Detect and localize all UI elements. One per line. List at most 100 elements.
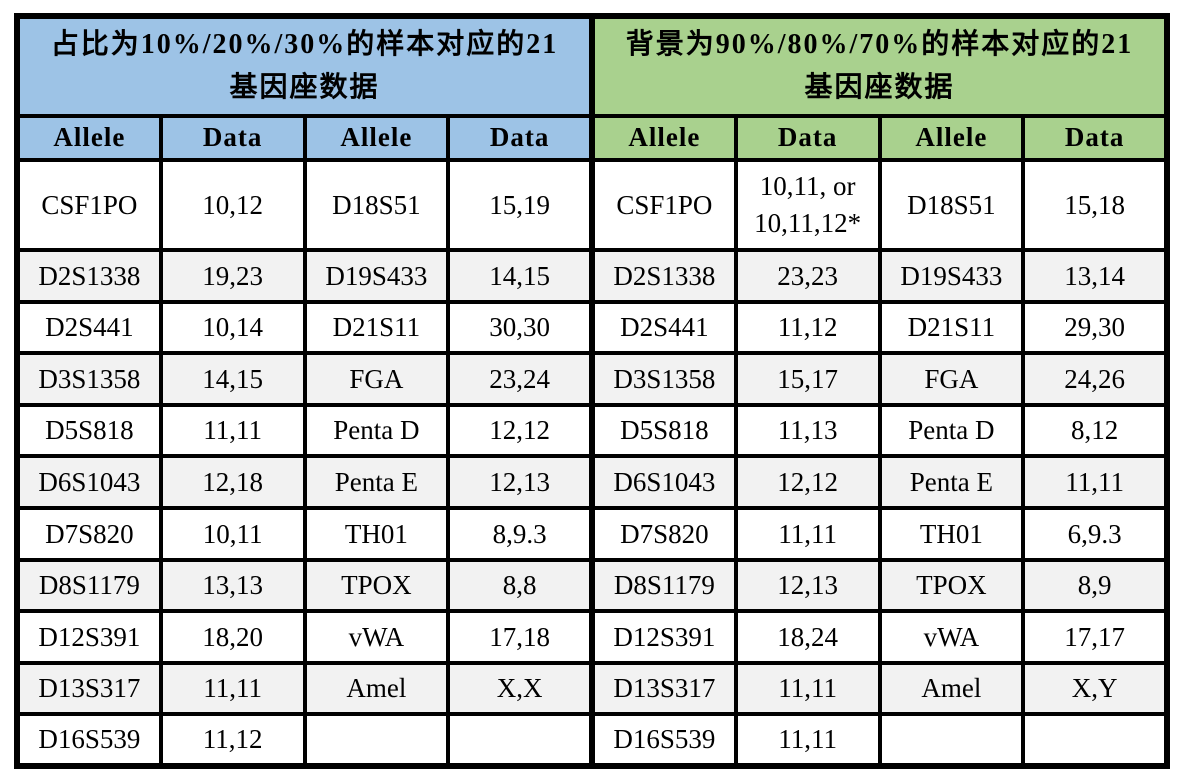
allele-cell: D2S441: [589, 299, 738, 356]
allele-cell: Penta E: [877, 454, 1026, 510]
data-cell: 12,13: [733, 557, 882, 614]
allele-cell: TH01: [302, 505, 451, 562]
table-row: D8S1179 13,13 TPOX 8,8 D8S1179 12,13 TPOX 8,9: [15, 557, 1169, 614]
data-cell: 11,11: [158, 402, 307, 459]
data-cell: 11,11: [733, 660, 882, 717]
data-cell: 11,11: [733, 505, 882, 562]
allele-cell: D13S317: [15, 660, 163, 717]
column-header-allele: Allele: [589, 113, 738, 162]
data-cell: 14,15: [158, 351, 307, 407]
data-cell: 17,17: [1021, 609, 1169, 665]
data-cell: 24,26: [1021, 351, 1169, 407]
data-cell: 15,19: [446, 157, 594, 253]
data-cell: X,X: [446, 660, 594, 717]
table-row: D13S317 11,11 Amel X,X D13S317 11,11 Amel X,Y: [15, 660, 1169, 717]
data-cell: 19,23: [158, 248, 307, 304]
allele-cell: TPOX: [877, 557, 1026, 614]
allele-cell: D8S1179: [15, 557, 163, 614]
data-cell: 12,13: [446, 454, 594, 510]
data-cell: 10,14: [158, 299, 307, 356]
allele-cell: D19S433: [302, 248, 451, 304]
data-cell: [446, 712, 594, 768]
allele-cell: D21S11: [877, 299, 1026, 356]
table-row: D2S441 10,14 D21S11 30,30 D2S441 11,12 D21S11 2…: [15, 299, 1169, 356]
data-cell: 15,17: [733, 351, 882, 407]
table-row: D12S391 18,20 vWA 17,18 D12S391 18,24 vWA 17,17: [15, 609, 1169, 665]
allele-cell: D19S433: [877, 248, 1026, 304]
table-row: D2S1338 19,23 D19S433 14,15 D2S1338 23,23 D19S…: [15, 248, 1169, 304]
allele-cell: D2S441: [15, 299, 163, 356]
data-cell: 15,18: [1021, 157, 1169, 253]
table-row: D6S1043 12,18 Penta E 12,13 D6S1043 12,12 Pent…: [15, 454, 1169, 510]
table-row: D7S820 10,11 TH01 8,9.3 D7S820 11,11 TH01 6,9.3: [15, 505, 1169, 562]
data-cell: 11,13: [733, 402, 882, 459]
data-cell: 12,12: [446, 402, 594, 459]
data-cell: X,Y: [1021, 660, 1169, 717]
data-cell: 8,9: [1021, 557, 1169, 614]
data-cell: 10,12: [158, 157, 307, 253]
data-cell: 18,20: [158, 609, 307, 665]
table-header: 占比为10%/20%/30%的样本对应的21基因座数据 背景为90%/80%/7…: [15, 14, 1169, 162]
allele-cell: CSF1PO: [15, 157, 163, 253]
data-cell: 12,12: [733, 454, 882, 510]
table-row: D3S1358 14,15 FGA 23,24 D3S1358 15,17 FGA 24,26: [15, 351, 1169, 407]
column-header-data: Data: [446, 113, 594, 162]
table-row: D16S539 11,12 D16S539 11,11: [15, 712, 1169, 768]
data-cell: 13,14: [1021, 248, 1169, 304]
allele-cell: TH01: [877, 505, 1026, 562]
allele-cell: vWA: [302, 609, 451, 665]
data-cell: 8,8: [446, 557, 594, 614]
data-cell: 30,30: [446, 299, 594, 356]
allele-cell: D18S51: [877, 157, 1026, 253]
allele-cell: D2S1338: [15, 248, 163, 304]
allele-cell: D2S1338: [589, 248, 738, 304]
column-header-data: Data: [158, 113, 307, 162]
allele-cell: FGA: [302, 351, 451, 407]
allele-cell: D12S391: [589, 609, 738, 665]
data-cell: 10,11: [158, 505, 307, 562]
data-cell: 11,11: [733, 712, 882, 768]
allele-cell: D18S51: [302, 157, 451, 253]
data-cell: 6,9.3: [1021, 505, 1169, 562]
allele-cell: D21S11: [302, 299, 451, 356]
allele-cell: D3S1358: [15, 351, 163, 407]
allele-cell: D6S1043: [589, 454, 738, 510]
allele-cell: [302, 712, 451, 768]
left-table-title: 占比为10%/20%/30%的样本对应的21基因座数据: [15, 14, 594, 118]
data-cell: 8,12: [1021, 402, 1169, 459]
data-cell: [1021, 712, 1169, 768]
data-cell: 13,13: [158, 557, 307, 614]
data-cell: 18,24: [733, 609, 882, 665]
data-cell: 11,12: [158, 712, 307, 768]
data-cell: 10,11, or 10,11,12*: [733, 157, 882, 253]
allele-cell: FGA: [877, 351, 1026, 407]
allele-cell: D12S391: [15, 609, 163, 665]
data-cell: 29,30: [1021, 299, 1169, 356]
column-header-data: Data: [1021, 113, 1169, 162]
table-body: CSF1PO 10,12 D18S51 15,19 CSF1PO 10,11, or 10…: [15, 157, 1169, 768]
data-cell: 11,11: [1021, 454, 1169, 510]
data-cell: 23,24: [446, 351, 594, 407]
allele-cell: Amel: [302, 660, 451, 717]
allele-cell: D7S820: [589, 505, 738, 562]
data-cell: 12,18: [158, 454, 307, 510]
allele-cell: Penta D: [302, 402, 451, 459]
allele-cell: D6S1043: [15, 454, 163, 510]
allele-cell: Penta D: [877, 402, 1026, 459]
data-cell: 14,15: [446, 248, 594, 304]
allele-cell: D8S1179: [589, 557, 738, 614]
allele-cell: TPOX: [302, 557, 451, 614]
column-header-allele: Allele: [15, 113, 163, 162]
table-row: D5S818 11,11 Penta D 12,12 D5S818 11,13 Penta …: [15, 402, 1169, 459]
right-table-title: 背景为90%/80%/70%的样本对应的21基因座数据: [589, 14, 1169, 118]
data-cell: 8,9.3: [446, 505, 594, 562]
data-cell: 11,12: [733, 299, 882, 356]
allele-cell: CSF1PO: [589, 157, 738, 253]
column-header-allele: Allele: [877, 113, 1026, 162]
allele-cell: D7S820: [15, 505, 163, 562]
column-header-row: Allele Data Allele Data Allele Data Alle…: [15, 113, 1169, 162]
table-row: CSF1PO 10,12 D18S51 15,19 CSF1PO 10,11, or 10…: [15, 157, 1169, 253]
allele-cell: Amel: [877, 660, 1026, 717]
allele-cell: vWA: [877, 609, 1026, 665]
